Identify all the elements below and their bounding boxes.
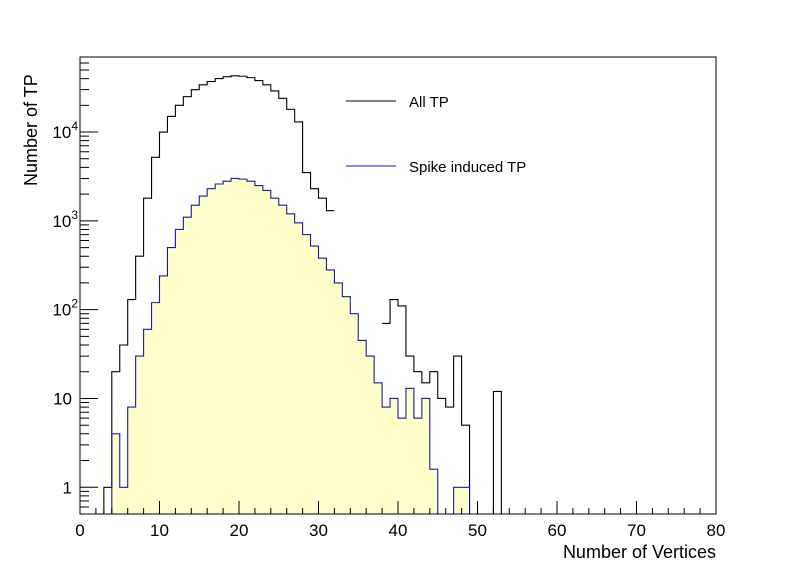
x-axis-title: Number of Vertices (563, 542, 716, 562)
x-tick-label: 40 (389, 521, 408, 540)
x-tick-label: 60 (548, 521, 567, 540)
y-tick-label: 102 (52, 297, 78, 320)
series-fills (103, 178, 717, 514)
x-tick-label: 80 (707, 521, 726, 540)
legend-label-all-tp: All TP (409, 94, 449, 111)
y-tick-label: 104 (52, 119, 78, 142)
x-tick-label: 70 (627, 521, 646, 540)
x-tick-label: 10 (150, 521, 169, 540)
y-axis-title: Number of TP (21, 74, 41, 186)
x-tick-label: 30 (309, 521, 328, 540)
y-tick-label: 103 (52, 208, 78, 231)
legend-label-spike-tp: Spike induced TP (409, 159, 526, 176)
series-fill-1 (103, 178, 717, 514)
x-tick-label: 50 (468, 521, 487, 540)
y-tick-labels: 1 10 102 103 104 (52, 119, 78, 497)
x-tick-label: 0 (75, 521, 84, 540)
x-tick-labels: 0 10 20 30 40 50 60 70 80 (75, 521, 725, 540)
y-tick-label: 1 (63, 478, 72, 497)
x-tick-label: 20 (230, 521, 249, 540)
plot-frame (79, 56, 717, 515)
y-tick-label: 10 (53, 389, 72, 408)
legend: All TP Spike induced TP (338, 72, 635, 197)
legend-box (338, 72, 635, 197)
